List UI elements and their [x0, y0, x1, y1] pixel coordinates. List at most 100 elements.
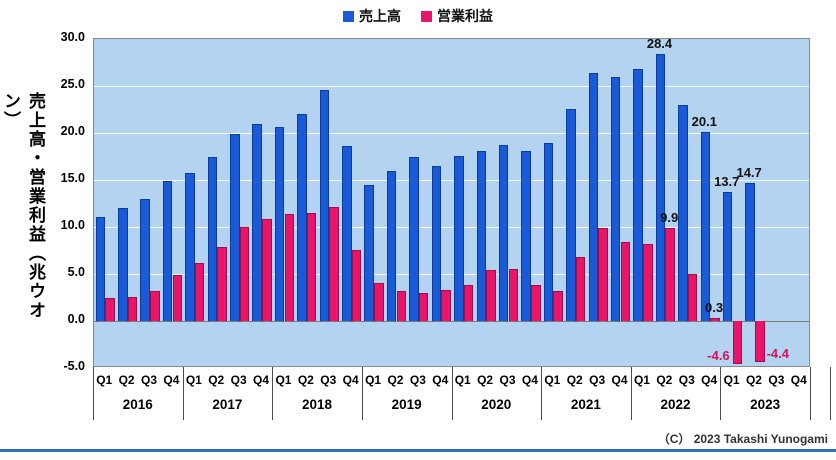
year-label-2020: 2020: [481, 397, 512, 412]
quarter-label: Q1: [723, 373, 740, 387]
quarter-label: Q4: [432, 373, 449, 387]
quarter-label: Q2: [745, 373, 762, 387]
quarter-label: Q2: [477, 373, 494, 387]
label-band-right-edge: [830, 367, 831, 420]
profit-bar-2020Q3: [508, 269, 519, 321]
quarter-label: Q1: [633, 373, 650, 387]
year-label-2017: 2017: [212, 397, 243, 412]
revenue-bar-2020Q2: [476, 150, 486, 321]
year-label-2016: 2016: [122, 397, 153, 412]
quarter-label: Q3: [230, 373, 247, 387]
data-label-0.3: 0.3: [704, 300, 724, 316]
profit-bar-2019Q1: [374, 283, 384, 321]
revenue-bar-2018Q4: [342, 146, 352, 321]
year-separator: [361, 367, 363, 420]
quarter-label: Q4: [611, 373, 628, 387]
profit-swatch-icon: [421, 10, 432, 22]
quarter-label: Q2: [387, 373, 404, 387]
revenue-bar-2021Q2: [566, 108, 576, 321]
quarter-label: Q4: [521, 373, 538, 387]
quarter-label: Q1: [454, 373, 471, 387]
data-label-20.1: 20.1: [691, 114, 717, 130]
revenue-bar-2017Q3: [230, 133, 240, 321]
profit-bar-2018Q2: [306, 212, 317, 321]
quarter-label: Q1: [96, 373, 113, 387]
revenue-bar-2016Q3: [140, 198, 150, 321]
revenue-bar-2019Q1: [364, 184, 374, 321]
revenue-bar-2022Q3: [678, 104, 688, 321]
gridline: [94, 227, 809, 228]
profit-bar-2020Q1: [463, 285, 474, 321]
quarter-label: Q3: [409, 373, 426, 387]
revenue-bar-2020Q4: [521, 150, 531, 321]
year-separator: [720, 367, 722, 420]
gridline: [94, 180, 809, 181]
year-separator: [541, 367, 543, 420]
revenue-bar-2022Q2: [655, 54, 666, 321]
quarter-label: Q2: [208, 373, 225, 387]
data-label-14.7: 14.7: [736, 164, 762, 180]
revenue-bar-2023Q1: [722, 192, 733, 321]
data-label-13.7: 13.7: [714, 174, 740, 190]
quarter-label: Q2: [297, 373, 314, 387]
year-label-2018: 2018: [302, 397, 333, 412]
quarter-label: Q2: [656, 373, 673, 387]
revenue-bar-2019Q4: [431, 165, 442, 321]
quarter-label: Q4: [253, 373, 270, 387]
quarter-label: Q2: [566, 373, 583, 387]
year-label-2022: 2022: [660, 397, 691, 412]
data-label-9.9: 9.9: [660, 209, 679, 225]
revenue-bar-2019Q2: [386, 170, 397, 321]
year-label-2019: 2019: [391, 397, 422, 412]
gridline: [94, 133, 809, 134]
revenue-bar-2021Q1: [543, 143, 554, 321]
legend-profit-label: 営業利益: [437, 8, 493, 24]
year-label-2021: 2021: [570, 397, 601, 412]
legend-revenue-label: 売上高: [359, 8, 401, 24]
quarter-label: Q1: [185, 373, 202, 387]
quarter-label: Q4: [790, 373, 807, 387]
revenue-bar-2021Q3: [588, 72, 599, 321]
profit-bar-2016Q2: [127, 296, 138, 321]
quarter-label: Q3: [589, 373, 606, 387]
profit-bar-2018Q3: [329, 207, 339, 321]
profit-bar-2017Q1: [194, 262, 205, 321]
quarter-label: Q1: [544, 373, 561, 387]
quarter-label: Q4: [342, 373, 359, 387]
revenue-bar-2018Q1: [274, 127, 285, 321]
profit-bar-2020Q2: [486, 270, 496, 321]
profit-bar-2023Q2: [755, 321, 765, 363]
profit-bar-2023Q1: [732, 321, 743, 365]
profit-bar-2021Q1: [553, 290, 563, 321]
year-separator: [93, 367, 94, 420]
quarter-label: Q3: [768, 373, 785, 387]
data-label--4.6: -4.6: [707, 348, 730, 364]
y-tick-label: 15.0: [60, 171, 85, 185]
profit-bar-2019Q2: [396, 290, 407, 321]
revenue-bar-2017Q1: [185, 173, 195, 321]
quarter-label: Q3: [499, 373, 516, 387]
revenue-bar-2020Q3: [498, 145, 509, 321]
revenue-bar-2016Q4: [162, 180, 173, 321]
revenue-bar-2022Q4: [700, 132, 711, 321]
year-separator: [451, 367, 453, 420]
copyright-text: （C） 2023 Takashi Yunogami: [657, 432, 828, 446]
revenue-bar-2018Q2: [297, 114, 307, 321]
revenue-bar-2021Q4: [610, 76, 621, 321]
quarter-label: Q1: [365, 373, 382, 387]
quarter-label: Q4: [701, 373, 718, 387]
profit-bar-2018Q1: [284, 213, 295, 321]
quarter-label: Q3: [678, 373, 695, 387]
revenue-bar-2020Q1: [454, 155, 464, 321]
revenue-bar-2017Q4: [252, 123, 262, 321]
profit-bar-2022Q1: [643, 243, 653, 321]
gridline: [94, 274, 809, 275]
revenue-bar-2022Q1: [633, 69, 643, 321]
profit-bar-2017Q2: [217, 246, 227, 321]
chart-legend: 売上高 営業利益: [0, 6, 836, 26]
data-label--4.4: -4.4: [766, 346, 789, 362]
quarter-label: Q4: [163, 373, 180, 387]
revenue-bar-2017Q2: [207, 156, 218, 321]
revenue-bar-2016Q1: [95, 216, 106, 321]
